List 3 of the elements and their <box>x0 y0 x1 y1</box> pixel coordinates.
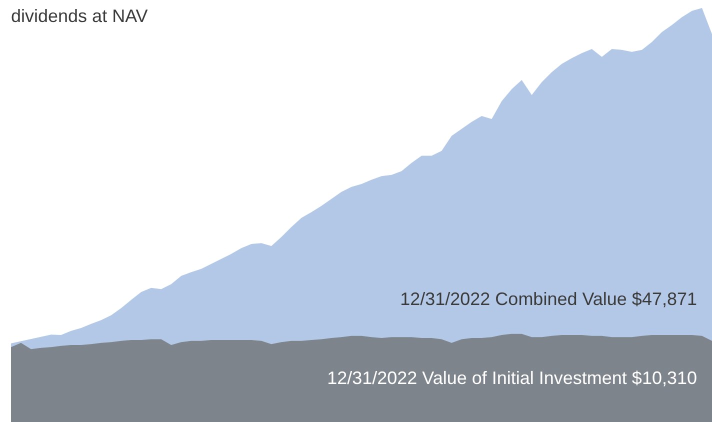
annotation: 12/31/2022 Combined Value $47,871 <box>400 288 697 309</box>
chart-title: dividends at NAV <box>11 6 148 27</box>
annotation: 12/31/2022 Value of Initial Investment $10,310 <box>327 368 697 388</box>
